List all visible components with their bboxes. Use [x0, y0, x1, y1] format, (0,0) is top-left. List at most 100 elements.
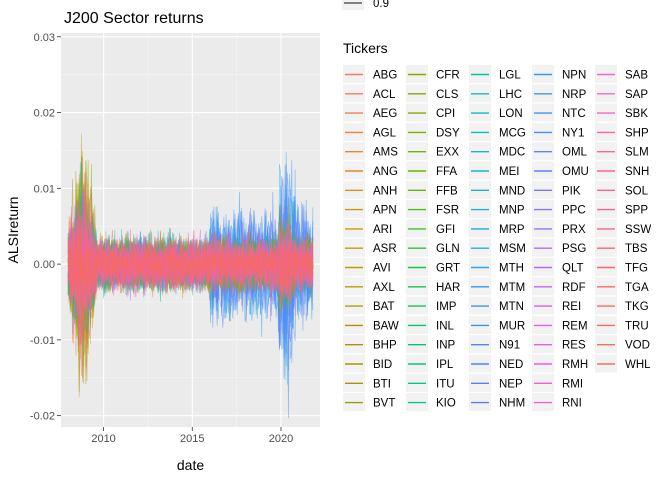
legend-label: VOD: [625, 340, 650, 352]
legend-item-PSG: PSG: [532, 238, 586, 257]
legend-label: FSR: [436, 205, 459, 217]
legend-item-FFB: FFB: [406, 180, 458, 199]
legend-item-SBK: SBK: [595, 103, 648, 122]
legend-item-REI: REI: [532, 296, 581, 315]
legend-item-RMI: RMI: [532, 373, 583, 392]
legend-item-FFA: FFA: [406, 161, 457, 180]
legend-label: BAT: [373, 301, 395, 313]
legend-label: SOL: [625, 185, 649, 197]
legend-item-SSW: SSW: [595, 219, 651, 238]
legend-item-PPC: PPC: [532, 200, 586, 219]
legend-item-CFR: CFR: [406, 65, 460, 83]
legend-label: INL: [436, 320, 455, 332]
legend-label: TGA: [625, 282, 649, 294]
legend-item-ANG: ANG: [343, 161, 398, 180]
legend-item-EXX: EXX: [406, 142, 459, 161]
legend-item-TKG: TKG: [595, 296, 649, 315]
legend-label: QLT: [562, 263, 584, 275]
legend-label: TRU: [625, 320, 649, 332]
legend-item-OMU: OMU: [532, 161, 589, 180]
legend-item-KIO: KIO: [406, 393, 456, 412]
legend-item-MTN: MTN: [469, 296, 524, 315]
legend-label: PRX: [562, 224, 586, 236]
legend-label: KIO: [436, 398, 456, 410]
legend-item-ASR: ASR: [343, 238, 397, 257]
legend-label: ARI: [373, 224, 392, 236]
legend-item-MCG: MCG: [469, 122, 526, 141]
legend-label: TFG: [625, 263, 648, 275]
legend-item-MTH: MTH: [469, 258, 524, 276]
legend-label: NPN: [562, 70, 586, 82]
legend-item-INL: INL: [406, 315, 455, 334]
y-tick-label: 0.01: [34, 183, 55, 195]
series-line-WHL: [67, 216, 314, 330]
legend-label: NY1: [562, 127, 584, 139]
legend-item-AMS: AMS: [343, 142, 398, 161]
legend-item-N91: N91: [469, 335, 520, 354]
legend-item-SHP: SHP: [595, 122, 649, 141]
legend-label: LHC: [499, 89, 522, 101]
legend-item-CPI: CPI: [406, 103, 455, 122]
legend-item-SAB: SAB: [595, 65, 648, 83]
legend-label: SLM: [625, 147, 649, 159]
color-legend: ABG ACL AEG AGL AMS ANG ANH APN ARI ASR AVI AXL BAT B…: [343, 65, 651, 412]
legend-item-NEP: NEP: [469, 373, 523, 392]
legend-item-MDC: MDC: [469, 142, 525, 161]
legend-item-MEI: MEI: [469, 161, 519, 180]
legend-item-GRT: GRT: [406, 258, 460, 276]
legend-item-NPN: NPN: [532, 65, 586, 83]
legend-label: OMU: [562, 166, 589, 178]
x-axis-title: date: [177, 457, 204, 473]
legend-item-SPP: SPP: [595, 200, 648, 219]
legend-label: IPL: [436, 359, 454, 371]
legend-item-TRU: TRU: [595, 315, 649, 334]
legend-label: MDC: [499, 147, 525, 159]
legend-item-RMH: RMH: [532, 354, 588, 373]
legend-item-AGL: AGL: [343, 122, 397, 141]
legend-label: FFB: [436, 185, 458, 197]
legend-item-AVI: AVI: [343, 258, 391, 276]
y-axis-title: ALSIreturn: [5, 197, 21, 264]
legend-item-SNH: SNH: [595, 161, 649, 180]
legend-item-MSM: MSM: [469, 238, 526, 257]
legend-label: RMH: [562, 359, 588, 371]
legend-item-SOL: SOL: [595, 180, 649, 199]
legend-label: GRT: [436, 263, 460, 275]
legend-item-BAT: BAT: [343, 296, 395, 315]
legend-label: SAP: [625, 89, 648, 101]
legend-item-NRP: NRP: [532, 84, 587, 103]
legend-label: BHP: [373, 340, 397, 352]
legend-label: RNI: [562, 398, 582, 410]
legend-item-NED: NED: [469, 354, 523, 373]
legend-label: BID: [373, 359, 392, 371]
legend-title: Tickers: [343, 40, 388, 56]
legend-label: WHL: [625, 359, 651, 371]
legend-label: RES: [562, 340, 586, 352]
legend-item-VOD: VOD: [595, 335, 650, 354]
legend-item-BVT: BVT: [343, 393, 395, 412]
legend-label: LON: [499, 108, 523, 120]
size-legend: 0.9: [342, 0, 389, 10]
legend-label: REM: [562, 320, 588, 332]
legend-label: DSY: [436, 127, 460, 139]
legend-item-GLN: GLN: [406, 238, 460, 257]
legend-label: SBK: [625, 108, 648, 120]
legend-label: NTC: [562, 108, 586, 120]
legend-label: ANH: [373, 185, 397, 197]
legend-item-MRP: MRP: [469, 219, 525, 238]
legend-item-LON: LON: [469, 103, 523, 122]
legend-label: ABG: [373, 70, 397, 82]
legend-item-NTC: NTC: [532, 103, 586, 122]
legend-item-LHC: LHC: [469, 84, 522, 103]
legend-item-NHM: NHM: [469, 393, 525, 412]
legend-item-REM: REM: [532, 315, 588, 334]
x-tick-label: 2015: [180, 433, 204, 445]
x-axis: 2010 2015 2020: [91, 427, 293, 445]
legend-item-BHP: BHP: [343, 335, 397, 354]
y-tick-label: 0.03: [34, 32, 55, 44]
legend-label: PPC: [562, 205, 586, 217]
legend-item-PIK: PIK: [532, 180, 581, 199]
legend-item-TBS: TBS: [595, 238, 648, 257]
legend-item-MTM: MTM: [469, 277, 525, 296]
legend-item-SLM: SLM: [595, 142, 649, 161]
